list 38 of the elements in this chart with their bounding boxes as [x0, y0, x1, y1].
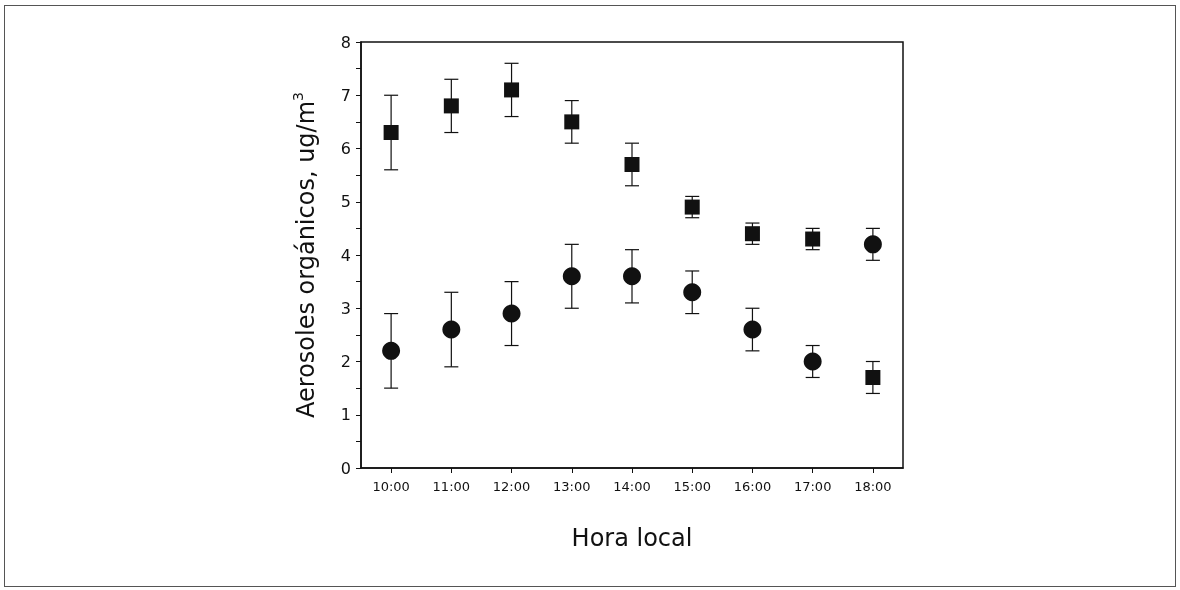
- y-axis-title: Aerosoles orgánicos, ug/m3: [290, 92, 320, 418]
- point: [443, 98, 459, 114]
- point: [442, 320, 461, 339]
- point: [502, 304, 521, 323]
- point: [803, 352, 822, 371]
- x-axis-title: Hora local: [571, 524, 693, 552]
- x-tick-label: 11:00: [432, 479, 471, 494]
- x-tick-label: 14:00: [613, 479, 651, 494]
- y-tick-label: 4: [340, 245, 351, 265]
- x-tick-label: 10:00: [372, 479, 410, 494]
- point: [805, 231, 821, 247]
- point: [684, 199, 700, 215]
- point: [562, 267, 581, 286]
- point: [624, 156, 640, 172]
- point: [623, 267, 641, 286]
- x-tick-label: 18:00: [854, 479, 892, 494]
- point: [383, 125, 399, 141]
- y-tick-label: 6: [340, 139, 351, 158]
- point: [504, 82, 520, 98]
- y-tick-label: 3: [340, 298, 351, 318]
- point: [744, 226, 760, 242]
- y-tick-label: 5: [340, 192, 351, 212]
- x-tick-label: 15:00: [673, 479, 711, 494]
- point: [743, 320, 762, 339]
- point: [865, 369, 881, 385]
- x-tick-label: 12:00: [492, 479, 531, 494]
- point: [564, 114, 580, 130]
- y-tick-label: 2: [340, 352, 351, 371]
- point: [683, 283, 702, 302]
- x-tick-label: 16:00: [733, 479, 772, 494]
- y-tick-label: 8: [340, 32, 351, 52]
- y-tick-label: 0: [340, 458, 351, 478]
- x-tick-label: 17:00: [793, 479, 832, 494]
- x-tick-label: 13:00: [553, 479, 591, 494]
- point: [382, 341, 401, 360]
- y-tick-label: 7: [340, 85, 351, 105]
- y-tick-label: 1: [340, 405, 351, 425]
- point: [863, 235, 882, 254]
